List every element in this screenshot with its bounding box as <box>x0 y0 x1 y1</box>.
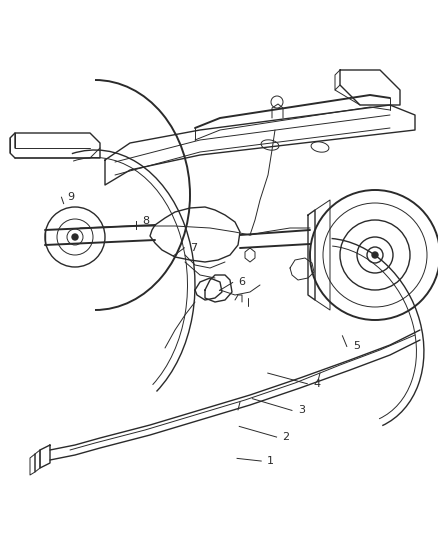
Circle shape <box>371 252 377 258</box>
Text: 6: 6 <box>238 278 245 287</box>
Text: 8: 8 <box>142 216 149 226</box>
Text: 9: 9 <box>67 192 74 202</box>
Text: 7: 7 <box>190 243 197 253</box>
Text: 3: 3 <box>297 406 304 415</box>
Circle shape <box>72 234 78 240</box>
Text: 4: 4 <box>313 379 320 389</box>
Text: 2: 2 <box>282 432 289 442</box>
Text: 5: 5 <box>352 342 359 351</box>
Text: 1: 1 <box>267 456 274 466</box>
